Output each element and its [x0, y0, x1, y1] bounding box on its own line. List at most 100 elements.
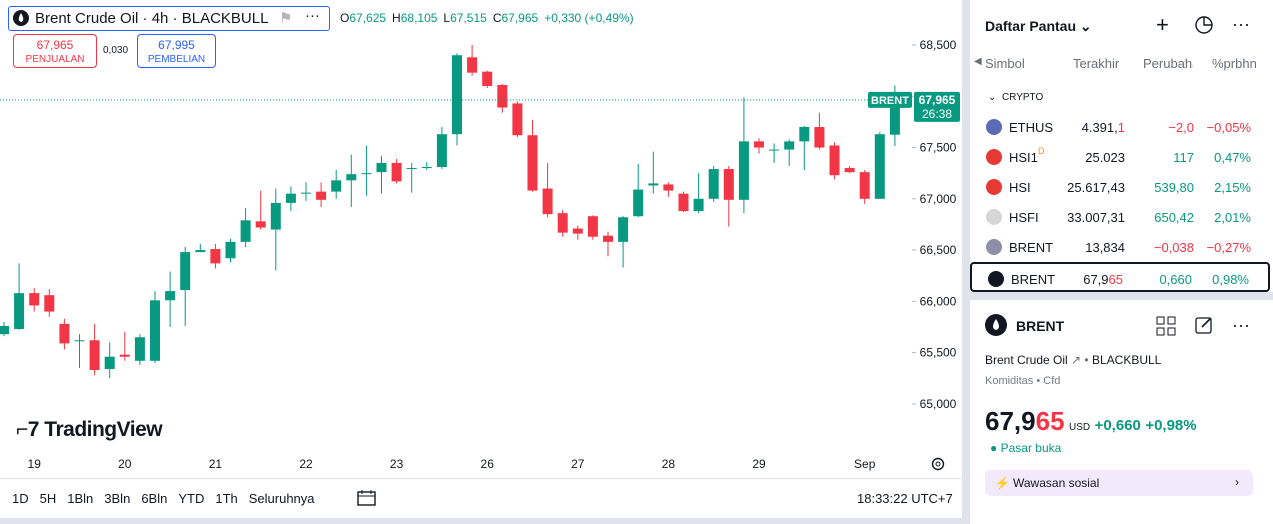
ohlc-key: H: [392, 11, 401, 25]
row-sup: D: [1038, 146, 1045, 156]
col-change: Perubahan: [1143, 56, 1193, 71]
candle-body: [134, 337, 145, 361]
candle-body: [829, 145, 840, 176]
col-last: Terakhir: [1073, 56, 1120, 71]
chart-icon[interactable]: [1194, 15, 1214, 35]
group: ⌄ CRYPTO: [988, 92, 1044, 103]
candle-body: [210, 249, 221, 264]
candle-body: [874, 134, 885, 199]
bolt: ⚡: [995, 476, 1010, 490]
candle-body: [14, 293, 25, 330]
ohlc-key: L: [443, 11, 451, 25]
watch-row[interactable]: ETHUSD 4.391,1 −2,0 −0,05%: [970, 112, 1270, 142]
x-tick-label: 23: [390, 457, 404, 471]
settings-icon[interactable]: [930, 456, 946, 472]
sell-button[interactable]: 67,965 PENJUALAN: [13, 34, 97, 68]
row-change: 650,42: [1154, 210, 1194, 225]
add-icon[interactable]: +: [1156, 12, 1169, 37]
y-tick-label: 66,000: [920, 294, 957, 308]
row-symbol: HSI: [1009, 180, 1031, 195]
row-last: 4.391,1: [1082, 120, 1125, 135]
candle-body: [633, 189, 644, 217]
candle-body: [270, 202, 281, 230]
row-last-tick: 65: [1108, 272, 1123, 287]
divider: [0, 478, 962, 479]
range-button[interactable]: Seluruhnya: [248, 491, 315, 506]
candle-body: [784, 141, 795, 150]
range-button[interactable]: 5H: [39, 491, 57, 506]
row-symbol: BRENT: [1009, 240, 1054, 255]
symbol-icon: [13, 10, 29, 26]
candle-body: [29, 293, 40, 306]
row-last: 13,834: [1085, 240, 1125, 255]
row-last-value: 25.023: [1085, 150, 1125, 165]
buy-button[interactable]: 67,995 PEMBELIAN: [137, 34, 216, 68]
candle-body: [406, 168, 417, 170]
range-button[interactable]: 1Th: [215, 491, 238, 506]
candle-body: [165, 291, 176, 301]
watch-row[interactable]: HSFI 33.007,31 650,42 2,01%: [970, 202, 1270, 232]
row-last: 25.617,43: [1067, 180, 1125, 195]
x-tick-label: 26: [481, 457, 495, 471]
candle-body: [708, 169, 719, 199]
x-tick-label: 28: [662, 457, 676, 471]
range-button[interactable]: YTD: [178, 491, 205, 506]
watch-row[interactable]: BRENT 13,834 −0,038 −0,27%: [970, 232, 1270, 262]
row-icon: [986, 179, 1002, 195]
social-button[interactable]: ⚡ Wawasan sosial ›: [985, 470, 1253, 496]
more[interactable]: ···: [305, 7, 320, 24]
watch-row[interactable]: BRENT 67,965 0,660 0,98%: [970, 262, 1270, 292]
status-text: Pasar buka: [1000, 441, 1062, 455]
detail: BRENT ··· Brent Crude Oil ↗ • BLACKBULL …: [970, 300, 1273, 524]
date-range-icon[interactable]: [356, 488, 378, 508]
detail-icon: [985, 314, 1007, 336]
full-name: Brent Crude Oil: [985, 353, 1068, 367]
range-button[interactable]: 1Bln: [67, 491, 94, 506]
range-button[interactable]: 1D: [12, 491, 29, 506]
y-tick-label: 67,500: [920, 141, 957, 155]
x-tick-label: Sep: [854, 457, 876, 471]
watchlist-title[interactable]: Daftar Pantau ⌄: [985, 18, 1092, 34]
candle-body: [663, 184, 674, 191]
row-last-value: 33.007,31: [1067, 210, 1125, 225]
symbol-box[interactable]: Brent Crude Oil · 4h · BLACKBULL ⚑ ···: [8, 6, 330, 31]
chevron: ›: [1235, 475, 1239, 489]
candle-body: [346, 174, 357, 181]
candle-body: [542, 188, 553, 215]
watch-row[interactable]: HSI 25.617,43 539,80 2,15%: [970, 172, 1270, 202]
candle-body: [74, 340, 85, 342]
edit-icon[interactable]: [1194, 315, 1214, 335]
candle-body: [240, 220, 251, 242]
y-tick-label: 65,500: [920, 346, 957, 360]
col-symbol: Simbol: [985, 56, 1025, 71]
symbol-title: Brent Crude Oil · 4h · BLACKBULL: [35, 10, 269, 27]
candle-body: [150, 300, 160, 361]
change: +0,660: [1094, 417, 1141, 434]
candle-body: [557, 213, 568, 233]
last-price-label: 67,965: [919, 93, 956, 107]
brand: ⌐7 TradingView: [16, 418, 163, 441]
range-button[interactable]: 3Bln: [104, 491, 131, 506]
ohlc-value: 67,965: [501, 11, 539, 25]
watch-row[interactable]: HSI1 D 25.023 117 0,47%: [970, 142, 1270, 172]
candle-body: [799, 127, 810, 142]
row-pct: −0,05%: [1206, 120, 1251, 135]
detail-name: BRENT: [1016, 318, 1065, 334]
row-last: 25.023: [1085, 150, 1125, 165]
candle-body: [618, 217, 629, 242]
chart-panel: Brent Crude Oil · 4h · BLACKBULL ⚑ ··· O…: [0, 0, 962, 518]
ohlc: O67,625 H68,105 L67,515 C67,965 +0,330 (+0,4…: [340, 11, 634, 25]
candle-body: [844, 168, 855, 173]
more-icon[interactable]: ···: [1232, 315, 1250, 335]
category: Komiditas: [985, 375, 1034, 387]
exchange: BLACKBULL: [1091, 353, 1162, 367]
candle-body: [316, 191, 327, 200]
ohlc-key: O: [340, 11, 350, 25]
more-icon[interactable]: ···: [1232, 14, 1250, 34]
candle-body: [255, 221, 266, 228]
candle-body: [678, 193, 689, 212]
detail-sub: Brent Crude Oil ↗ • BLACKBULL: [985, 353, 1162, 367]
range-button[interactable]: 6Bln: [141, 491, 168, 506]
grid-icon[interactable]: [1156, 316, 1176, 336]
sort-icon: ◀: [974, 56, 982, 67]
